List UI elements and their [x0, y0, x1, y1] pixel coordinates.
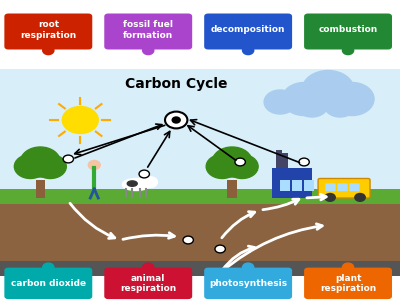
Circle shape [215, 245, 225, 253]
Circle shape [212, 147, 252, 177]
Circle shape [165, 112, 187, 128]
FancyBboxPatch shape [0, 261, 400, 276]
FancyBboxPatch shape [272, 168, 312, 198]
FancyBboxPatch shape [325, 183, 336, 191]
Circle shape [143, 263, 154, 272]
Text: combustion: combustion [318, 26, 378, 34]
FancyBboxPatch shape [349, 183, 360, 191]
Circle shape [139, 170, 150, 178]
Circle shape [342, 263, 354, 272]
Text: decomposition: decomposition [211, 26, 285, 34]
FancyBboxPatch shape [204, 268, 292, 299]
FancyBboxPatch shape [282, 153, 288, 168]
Circle shape [63, 155, 74, 163]
Circle shape [264, 90, 296, 114]
FancyBboxPatch shape [337, 183, 348, 191]
Circle shape [183, 236, 193, 244]
Circle shape [43, 263, 54, 272]
Text: root
respiration: root respiration [20, 20, 76, 40]
FancyBboxPatch shape [104, 14, 192, 50]
FancyBboxPatch shape [304, 14, 392, 50]
Circle shape [20, 147, 60, 177]
FancyBboxPatch shape [4, 268, 92, 299]
FancyBboxPatch shape [304, 180, 314, 190]
Circle shape [342, 46, 354, 55]
Circle shape [88, 160, 100, 169]
Circle shape [206, 154, 238, 178]
Circle shape [34, 154, 66, 178]
FancyBboxPatch shape [0, 69, 400, 234]
Circle shape [282, 82, 326, 116]
FancyBboxPatch shape [304, 268, 392, 299]
FancyBboxPatch shape [0, 189, 400, 204]
Circle shape [235, 158, 245, 166]
Circle shape [143, 177, 158, 188]
Circle shape [43, 46, 54, 55]
Text: carbon dioxide: carbon dioxide [11, 279, 86, 288]
Circle shape [242, 46, 254, 55]
Circle shape [324, 93, 356, 117]
FancyBboxPatch shape [4, 14, 92, 50]
FancyBboxPatch shape [104, 268, 192, 299]
Text: photosynthesis: photosynthesis [209, 279, 287, 288]
Circle shape [330, 82, 374, 116]
Circle shape [215, 269, 225, 277]
Circle shape [296, 93, 328, 117]
Circle shape [325, 194, 335, 201]
Text: animal
respiration: animal respiration [120, 274, 176, 293]
Circle shape [14, 154, 46, 178]
Text: Carbon Cycle: Carbon Cycle [125, 77, 228, 91]
Circle shape [302, 70, 354, 110]
FancyBboxPatch shape [0, 204, 400, 270]
FancyBboxPatch shape [280, 180, 290, 190]
FancyBboxPatch shape [36, 180, 45, 198]
Circle shape [242, 263, 254, 272]
Circle shape [172, 117, 180, 123]
FancyBboxPatch shape [318, 178, 370, 198]
Ellipse shape [122, 178, 150, 190]
Circle shape [299, 158, 309, 166]
Circle shape [226, 154, 258, 178]
Circle shape [62, 106, 98, 134]
Text: fossil fuel
formation: fossil fuel formation [123, 20, 173, 40]
Text: plant
respiration: plant respiration [320, 274, 376, 293]
Ellipse shape [127, 181, 137, 186]
FancyBboxPatch shape [276, 150, 282, 168]
Circle shape [355, 194, 365, 201]
FancyBboxPatch shape [204, 14, 292, 50]
Circle shape [143, 46, 154, 55]
FancyBboxPatch shape [227, 180, 237, 198]
FancyBboxPatch shape [292, 180, 302, 190]
